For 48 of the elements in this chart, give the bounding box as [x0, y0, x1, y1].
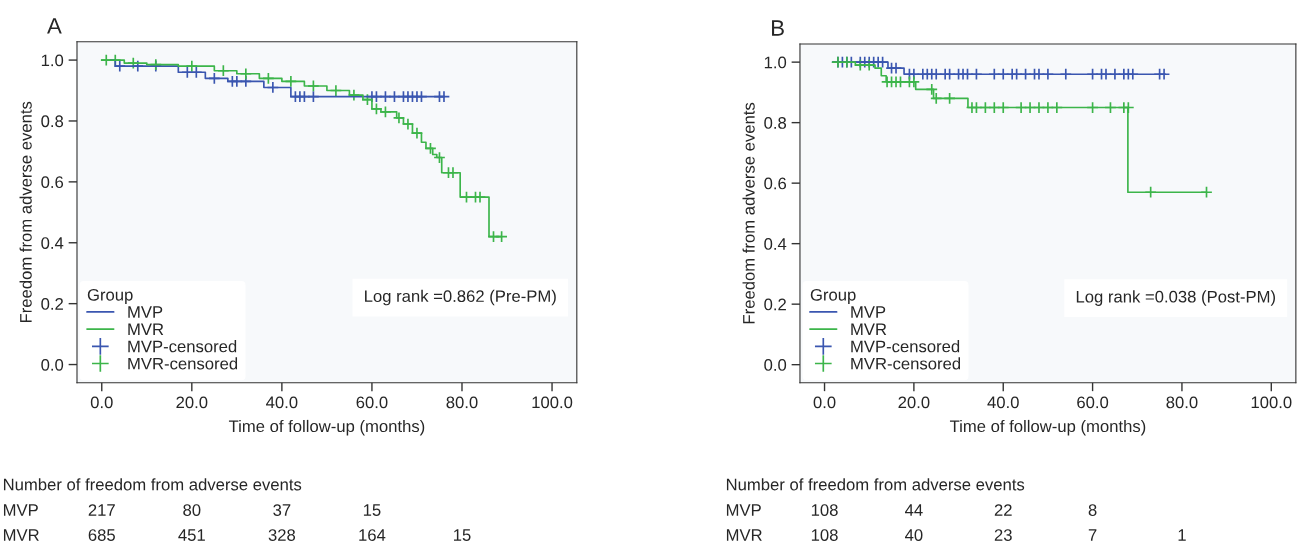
y-tick-label: 0.0 [764, 359, 787, 371]
legend-label: MVR-censored [851, 357, 961, 370]
legend-title: Group [87, 288, 133, 304]
x-tick-label: 0.0 [813, 396, 836, 409]
x-tick-label: 80.0 [1166, 396, 1198, 409]
x-tick-label: 20.0 [898, 396, 930, 409]
chart-title: A [47, 18, 62, 34]
x-tick-label: 40.0 [987, 396, 1019, 409]
text: Number of freedom from adverse events [726, 478, 1025, 491]
y-tick-label: 0.2 [41, 298, 63, 310]
x-axis-title: Time of follow-up (months) [228, 419, 425, 436]
text: MVR 108 40 23 7 1 [726, 529, 1186, 541]
y-tick-label: 1.0 [41, 54, 64, 67]
y-tick-label: 0.4 [764, 238, 787, 250]
y-tick-label: 0.4 [41, 237, 64, 249]
x-tick-label: 0.0 [90, 396, 113, 409]
y-tick-label: 0.6 [764, 177, 787, 190]
legend-label: MVR [851, 323, 887, 335]
x-tick-label: 20.0 [176, 396, 208, 409]
y-tick-label: 0.8 [764, 117, 787, 129]
text: MVR 685 451 328 164 15 [3, 529, 471, 541]
chart-title: B [772, 20, 784, 36]
y-tick-label: 0.0 [41, 358, 64, 371]
y-tick-label: 0.8 [41, 115, 64, 128]
x-tick-label: 100.0 [532, 396, 573, 409]
x-tick-label: 40.0 [266, 396, 298, 409]
legend-label: MVP-censored [128, 340, 237, 353]
x-tick-label: 60.0 [356, 396, 388, 409]
x-tick-label: 60.0 [1077, 396, 1109, 409]
annotation: Log rank =0.862 (Pre-PM) [365, 289, 556, 306]
y-axis-title: Freedom from adverse events [742, 102, 755, 324]
y-axis-title: Freedom from adverse events [19, 101, 32, 323]
legend-label: MVP-censored [851, 340, 960, 353]
legend-label: MVP [851, 306, 886, 318]
legend-label: MVP [128, 306, 163, 318]
y-tick-label: 1.0 [764, 56, 787, 69]
annotation: Log rank =0.038 (Post-PM) [1076, 290, 1276, 306]
legend-label: MVR [128, 323, 164, 335]
x-tick-label: 80.0 [446, 396, 478, 409]
text: MVP 217 80 37 15 [3, 504, 381, 516]
x-axis-title: Time of follow-up (months) [949, 419, 1146, 436]
text: Number of freedom from adverse events [3, 478, 302, 491]
text: MVP 108 44 22 8 [726, 504, 1097, 516]
x-tick-label: 100.0 [1251, 396, 1292, 409]
y-tick-label: 0.2 [764, 298, 786, 311]
legend-label: MVR-censored [128, 357, 238, 370]
y-tick-label: 0.6 [41, 176, 64, 189]
legend-title: Group [810, 288, 856, 304]
